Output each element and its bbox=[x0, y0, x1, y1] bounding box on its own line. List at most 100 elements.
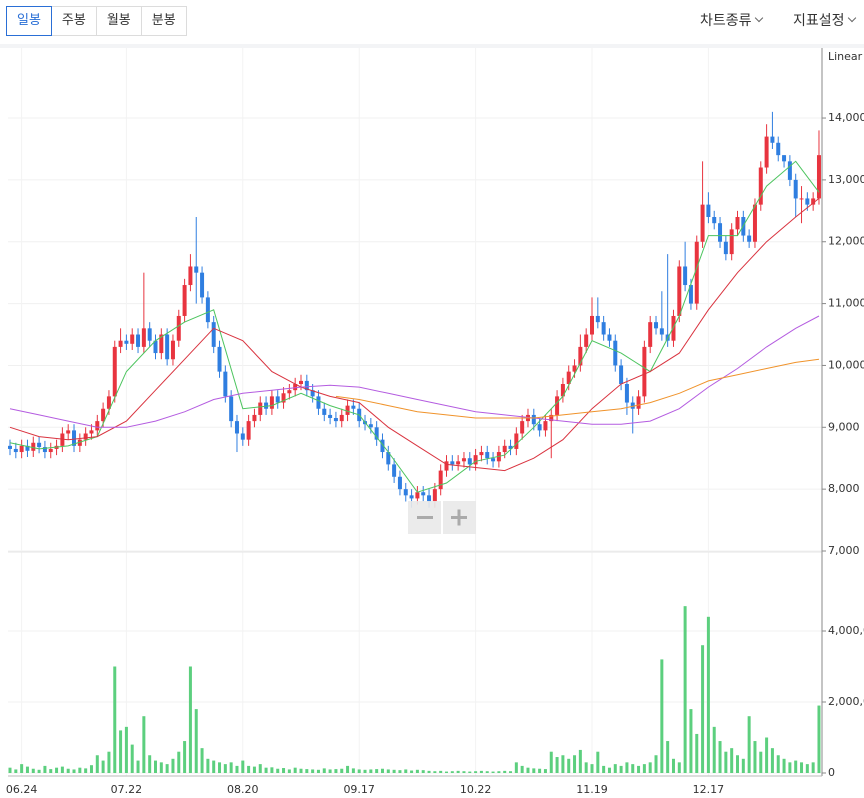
candle-body bbox=[293, 384, 298, 391]
volume-bar bbox=[43, 765, 47, 773]
candle-body bbox=[287, 390, 292, 394]
volume-bar bbox=[31, 768, 35, 773]
volume-bar bbox=[543, 769, 547, 773]
volume-bar bbox=[119, 730, 123, 773]
volume-bar bbox=[479, 770, 483, 773]
volume-bar bbox=[316, 769, 320, 773]
candle-body bbox=[572, 365, 577, 372]
volume-bar bbox=[794, 760, 798, 773]
candle-body bbox=[234, 421, 239, 434]
candle-body bbox=[776, 142, 781, 156]
chart-type-menu[interactable]: 차트종류 bbox=[700, 10, 763, 30]
volume-bar bbox=[14, 769, 18, 773]
moving-average-line bbox=[9, 315, 820, 428]
candle-body bbox=[89, 430, 94, 434]
chevron bbox=[754, 13, 763, 23]
candle-body bbox=[269, 396, 274, 409]
volume-bar bbox=[782, 758, 786, 773]
volume-bar bbox=[590, 764, 594, 773]
candle-body bbox=[648, 322, 653, 347]
volume-bar bbox=[206, 758, 210, 773]
volume-bar bbox=[747, 716, 751, 773]
volume-bar bbox=[631, 764, 635, 773]
candle-body bbox=[421, 492, 426, 496]
candle-body bbox=[409, 495, 414, 499]
candle-body bbox=[688, 285, 693, 304]
volume-bar bbox=[177, 751, 181, 773]
volume-bar bbox=[241, 760, 245, 773]
volume-bar bbox=[159, 762, 163, 773]
candle-body bbox=[607, 334, 612, 341]
candle-body bbox=[706, 204, 711, 217]
candle-body bbox=[223, 371, 228, 397]
period-tab[interactable]: 월봉 bbox=[95, 6, 142, 36]
candle-body bbox=[514, 433, 519, 449]
candle-body bbox=[718, 223, 723, 242]
chevron bbox=[847, 13, 856, 23]
volume-bar bbox=[311, 769, 315, 773]
period-tab[interactable]: 분봉 bbox=[140, 6, 187, 36]
candle-body bbox=[485, 452, 490, 459]
candle-body bbox=[130, 334, 135, 344]
candle-body bbox=[479, 452, 484, 456]
candle-body bbox=[456, 461, 461, 465]
volume-bar bbox=[706, 616, 710, 773]
volume-bar bbox=[49, 769, 53, 773]
volume-bar bbox=[78, 767, 82, 773]
candle-body bbox=[712, 217, 717, 224]
candle-body bbox=[432, 489, 437, 502]
candle-body bbox=[467, 458, 472, 465]
volume-bar bbox=[351, 768, 355, 773]
volume-bar bbox=[55, 767, 59, 773]
volume-bar bbox=[84, 768, 88, 773]
volume-bar bbox=[765, 737, 769, 773]
candle-body bbox=[811, 198, 816, 205]
volume-bar bbox=[805, 764, 809, 773]
volume-bar bbox=[695, 733, 699, 773]
volume-bar bbox=[567, 758, 571, 773]
candle-body bbox=[83, 433, 88, 440]
volume-bar bbox=[188, 666, 192, 773]
candle-body bbox=[211, 322, 216, 347]
period-tab[interactable]: 주봉 bbox=[50, 6, 97, 36]
candle-body bbox=[374, 427, 379, 440]
volume-bar bbox=[66, 768, 70, 773]
period-tab[interactable]: 일봉 bbox=[6, 6, 52, 36]
candle-body bbox=[694, 241, 699, 304]
volume-bar bbox=[107, 751, 111, 773]
candle-body bbox=[520, 421, 525, 434]
volume-bar bbox=[287, 769, 291, 773]
volume-bar bbox=[660, 659, 664, 773]
candle-body bbox=[351, 405, 356, 409]
candle-body bbox=[66, 430, 71, 434]
indicator-menu[interactable]: 지표설정 bbox=[793, 10, 856, 30]
volume-bar bbox=[8, 767, 12, 773]
volume-bar bbox=[730, 748, 734, 773]
volume-bar bbox=[89, 765, 93, 773]
candle-body bbox=[805, 198, 810, 205]
volume-bar bbox=[72, 769, 76, 773]
volume-bar bbox=[276, 768, 280, 773]
x-tick-label: 10.22 bbox=[460, 783, 492, 796]
volume-bar bbox=[468, 771, 472, 773]
volume-bar bbox=[386, 769, 390, 773]
grid bbox=[8, 48, 822, 776]
candle-body bbox=[339, 414, 344, 422]
candle-body bbox=[601, 322, 606, 335]
x-tick-label: 11.19 bbox=[576, 783, 608, 796]
candle-body bbox=[549, 414, 554, 422]
volume-bar bbox=[357, 769, 361, 773]
candle-body bbox=[159, 334, 164, 354]
volume-bar bbox=[101, 760, 105, 773]
toolbar: 일봉 주봉 월봉 분봉 차트종류 지표설정 bbox=[0, 0, 864, 48]
volume-bar bbox=[625, 762, 629, 773]
volume-bar bbox=[212, 760, 216, 773]
candle-body bbox=[537, 424, 542, 431]
candle-body bbox=[816, 155, 821, 199]
volume-bar bbox=[165, 764, 169, 773]
candle-body bbox=[508, 445, 513, 449]
volume-bar bbox=[666, 741, 670, 773]
volume-bar bbox=[683, 606, 687, 773]
y-tick-label: 11,000 bbox=[828, 297, 864, 310]
candle-body bbox=[252, 414, 257, 422]
